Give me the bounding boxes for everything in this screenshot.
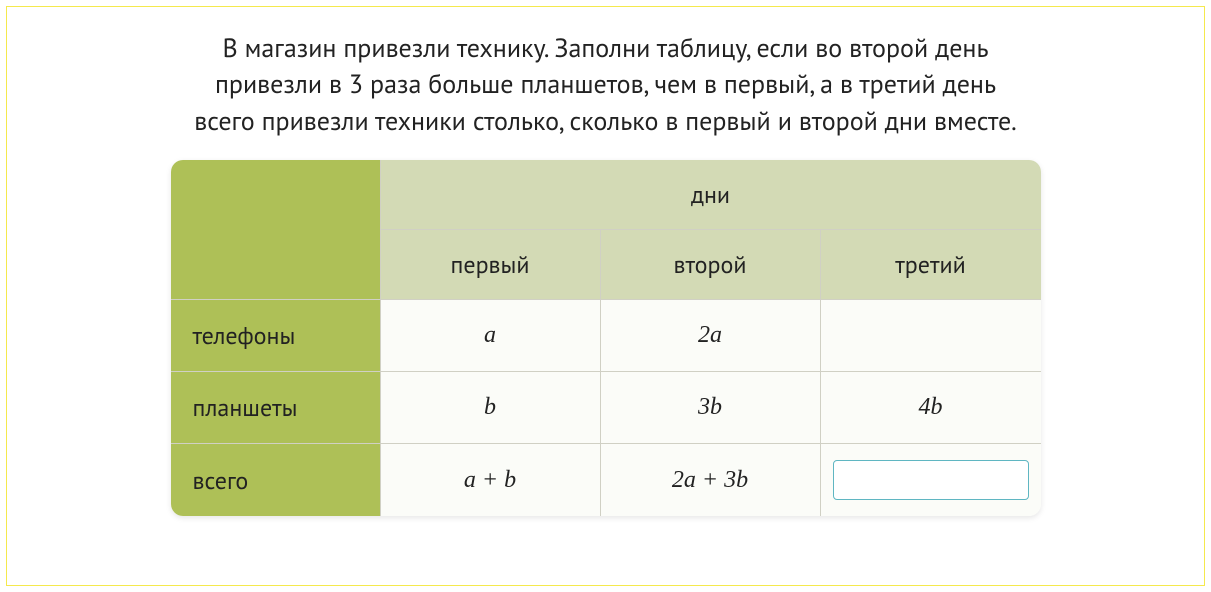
cell-phones-day1: a bbox=[381, 300, 601, 372]
cell-tablets-day2: 3b bbox=[601, 372, 821, 444]
cell-tablets-day1: b bbox=[381, 372, 601, 444]
row-header-tablets: планшеты bbox=[171, 372, 381, 444]
col-header-day2: второй bbox=[601, 230, 821, 300]
row-header-total: всего bbox=[171, 444, 381, 516]
corner-cell bbox=[171, 160, 381, 300]
table-row: планшеты b 3b 4b bbox=[171, 372, 1041, 444]
cell-phones-day2: 2a bbox=[601, 300, 821, 372]
cell-total-day1: a + b bbox=[381, 444, 601, 516]
problem-statement: В магазин привезли технику. Заполни табл… bbox=[47, 31, 1164, 140]
cell-total-day3 bbox=[821, 444, 1041, 516]
col-header-day1: первый bbox=[381, 230, 601, 300]
table-row: дни bbox=[171, 160, 1041, 230]
data-table: дни первый второй третий телефоны a 2a п… bbox=[171, 160, 1041, 516]
cell-phones-day3 bbox=[821, 300, 1041, 372]
problem-line-2: привезли в 3 раза больше планшетов, чем … bbox=[215, 68, 996, 101]
col-group-header: дни bbox=[381, 160, 1041, 230]
cell-total-day2: 2a + 3b bbox=[601, 444, 821, 516]
table-wrapper: дни первый второй третий телефоны a 2a п… bbox=[47, 160, 1164, 516]
answer-input[interactable] bbox=[833, 460, 1029, 500]
row-header-phones: телефоны bbox=[171, 300, 381, 372]
table-row: телефоны a 2a bbox=[171, 300, 1041, 372]
problem-line-1: В магазин привезли технику. Заполни табл… bbox=[222, 32, 988, 65]
col-header-day3: третий bbox=[821, 230, 1041, 300]
cell-tablets-day3: 4b bbox=[821, 372, 1041, 444]
problem-container: В магазин привезли технику. Заполни табл… bbox=[6, 6, 1205, 586]
problem-line-3: всего привезли техники столько, сколько … bbox=[194, 105, 1017, 138]
table-row: всего a + b 2a + 3b bbox=[171, 444, 1041, 516]
